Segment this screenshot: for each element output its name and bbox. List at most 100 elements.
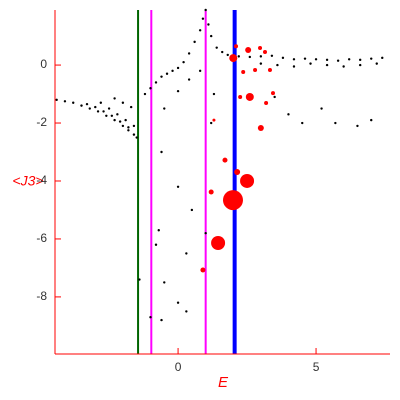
x-axis-label: E [218, 374, 229, 391]
point [234, 44, 239, 49]
point [273, 95, 276, 99]
point [99, 101, 103, 104]
point [129, 105, 133, 109]
point [309, 62, 312, 65]
y-axis-label: <J3> [12, 173, 43, 189]
point [160, 318, 163, 322]
point [356, 124, 359, 128]
point [176, 185, 180, 188]
x-tick-label: 5 [313, 360, 320, 374]
point [80, 104, 83, 107]
point [358, 58, 362, 62]
point [198, 29, 202, 32]
point [209, 34, 213, 38]
point [204, 231, 207, 235]
point [234, 169, 241, 176]
point [154, 81, 158, 84]
point [215, 46, 218, 49]
point [320, 107, 323, 110]
point [212, 118, 216, 122]
point [370, 118, 373, 122]
point [303, 57, 307, 60]
point [257, 124, 264, 131]
point [262, 50, 267, 55]
point [209, 121, 213, 125]
point [259, 55, 263, 58]
point [281, 56, 285, 60]
point [253, 67, 258, 72]
point [381, 56, 384, 60]
point [176, 301, 180, 304]
point [121, 124, 125, 128]
point [157, 229, 160, 232]
point [165, 72, 169, 75]
point [370, 57, 373, 60]
y-tick-label: -4 [36, 173, 47, 187]
point [116, 113, 119, 116]
point [276, 63, 279, 67]
point [292, 58, 296, 61]
point [245, 92, 254, 101]
point [204, 8, 207, 12]
point [325, 58, 329, 62]
point [267, 67, 272, 72]
y-tick-label: -6 [36, 231, 47, 245]
point [110, 114, 114, 117]
point [107, 107, 111, 110]
point [113, 118, 116, 122]
point [212, 92, 216, 96]
point [176, 89, 180, 93]
point [185, 252, 188, 255]
point [94, 105, 97, 109]
point [149, 87, 152, 90]
point [248, 55, 252, 59]
point [121, 101, 125, 104]
point [143, 92, 147, 96]
point [96, 110, 100, 113]
point [342, 65, 345, 68]
point [336, 59, 340, 62]
point [314, 58, 318, 61]
point [207, 23, 210, 26]
point [198, 69, 202, 73]
point [301, 121, 304, 125]
point [88, 107, 91, 110]
point [222, 190, 243, 211]
point [176, 66, 180, 70]
point [187, 52, 191, 55]
point [264, 101, 269, 106]
point [221, 50, 224, 54]
point [237, 55, 240, 58]
y-tick-label: 0 [40, 57, 47, 71]
point [229, 54, 238, 63]
point [258, 45, 263, 50]
point [113, 97, 116, 100]
point [124, 118, 127, 122]
point [270, 54, 274, 57]
point [200, 267, 206, 273]
point [240, 173, 255, 188]
point [160, 75, 163, 78]
point [185, 310, 188, 313]
point [325, 63, 329, 67]
point [270, 91, 275, 96]
point [132, 124, 136, 128]
x-tick-label: 0 [175, 360, 182, 374]
point [163, 281, 166, 284]
point [241, 70, 246, 75]
point [287, 113, 290, 116]
point [132, 133, 136, 136]
y-tick-label: -2 [36, 115, 47, 129]
point [154, 243, 158, 246]
point [118, 120, 122, 123]
point [245, 46, 252, 53]
point [127, 126, 130, 129]
point [334, 121, 337, 125]
point [347, 58, 351, 61]
point [226, 53, 229, 57]
y-tick-label: -8 [36, 289, 47, 303]
point [190, 208, 194, 212]
point [102, 110, 105, 113]
point [182, 60, 185, 64]
